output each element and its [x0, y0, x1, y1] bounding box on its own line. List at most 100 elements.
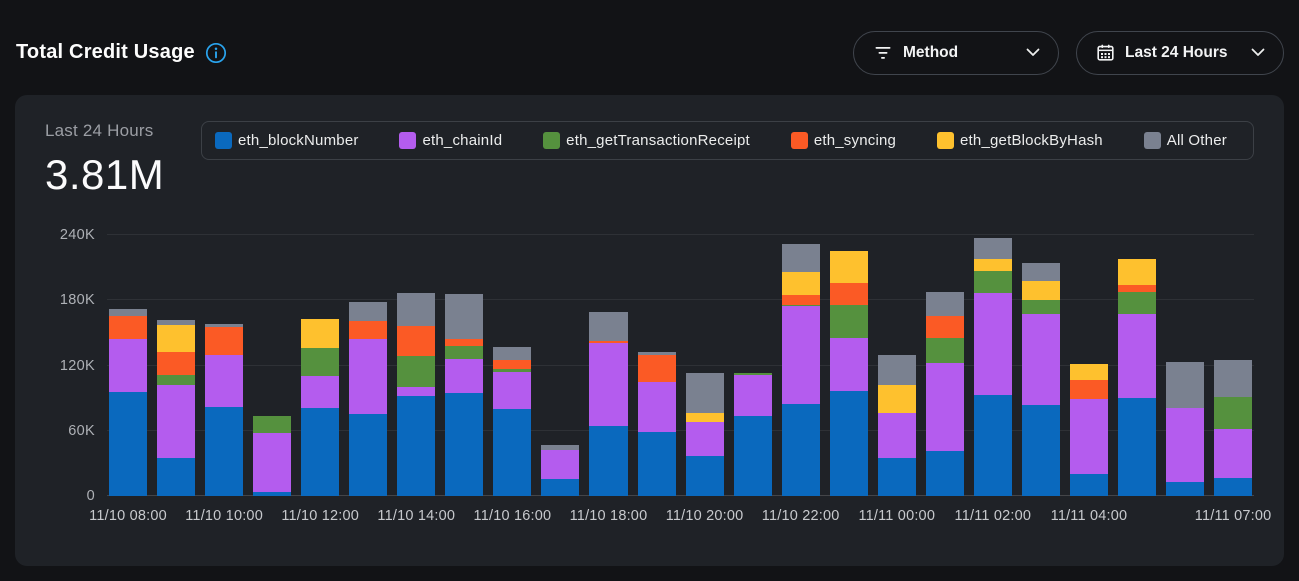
bar[interactable] [445, 235, 484, 496]
bar-segment[interactable] [1117, 285, 1157, 292]
bar-segment[interactable] [925, 451, 964, 496]
legend-item[interactable]: eth_chainId [399, 132, 502, 149]
bar-segment[interactable] [925, 291, 964, 316]
bar-segment[interactable] [1117, 258, 1157, 286]
bar-segment[interactable] [877, 413, 916, 458]
bar-segment[interactable] [157, 375, 196, 386]
bar-segment[interactable] [541, 478, 580, 496]
bar-segment[interactable] [973, 238, 1012, 259]
legend-item[interactable]: eth_blockNumber [215, 132, 359, 149]
bar-segment[interactable] [685, 422, 724, 456]
bar-segment[interactable] [205, 327, 244, 355]
bar-segment[interactable] [445, 392, 484, 496]
bar-segment[interactable] [1214, 477, 1253, 496]
legend-item[interactable]: eth_getBlockByHash [937, 132, 1103, 149]
bar[interactable] [877, 235, 916, 496]
bar-segment[interactable] [925, 315, 964, 339]
bar-segment[interactable] [1117, 291, 1157, 315]
bar-segment[interactable] [733, 375, 772, 416]
bar-segment[interactable] [1069, 379, 1108, 400]
bar-segment[interactable] [829, 338, 868, 391]
method-filter-dropdown[interactable]: Method [853, 30, 1059, 75]
bar-segment[interactable] [589, 312, 628, 341]
bar-segment[interactable] [397, 387, 436, 396]
bar-segment[interactable] [637, 431, 676, 496]
bar[interactable] [925, 235, 964, 496]
bar-segment[interactable] [781, 305, 820, 404]
bar-segment[interactable] [157, 352, 196, 376]
bar-segment[interactable] [397, 355, 436, 388]
bar[interactable] [349, 235, 388, 496]
bar-segment[interactable] [397, 326, 436, 356]
bar-segment[interactable] [925, 338, 964, 364]
bar-segment[interactable] [1021, 404, 1060, 496]
bar-segment[interactable] [397, 395, 436, 496]
bar-segment[interactable] [1021, 263, 1060, 281]
bar-segment[interactable] [973, 292, 1012, 395]
bar[interactable] [829, 235, 868, 496]
bar-segment[interactable] [973, 258, 1012, 271]
bar-segment[interactable] [109, 391, 148, 496]
bar-segment[interactable] [493, 347, 532, 361]
bar[interactable] [1021, 235, 1060, 496]
bar[interactable] [637, 235, 676, 496]
bar[interactable] [1117, 235, 1157, 496]
bar[interactable] [109, 235, 148, 496]
bar-segment[interactable] [1021, 314, 1060, 405]
bar-segment[interactable] [781, 294, 820, 305]
bar[interactable] [685, 235, 724, 496]
legend-item[interactable]: eth_syncing [790, 132, 896, 149]
bar-segment[interactable] [445, 293, 484, 340]
bar-segment[interactable] [301, 318, 340, 349]
bar-segment[interactable] [829, 282, 868, 305]
bar-segment[interactable] [589, 426, 628, 496]
bar[interactable] [541, 235, 580, 496]
bar-segment[interactable] [589, 340, 628, 343]
bar-segment[interactable] [637, 381, 676, 432]
bar-segment[interactable] [637, 352, 676, 355]
bar-segment[interactable] [541, 444, 580, 451]
bar-segment[interactable] [253, 415, 292, 433]
bar-segment[interactable] [493, 360, 532, 369]
bar-segment[interactable] [925, 363, 964, 452]
bar-segment[interactable] [445, 345, 484, 359]
bar-segment[interactable] [109, 315, 148, 340]
bar-segment[interactable] [733, 415, 772, 496]
bar-segment[interactable] [685, 373, 724, 414]
bar-segment[interactable] [445, 358, 484, 393]
bar[interactable] [781, 235, 820, 496]
bar[interactable] [1166, 235, 1205, 496]
bar-segment[interactable] [781, 243, 820, 272]
bar-segment[interactable] [973, 394, 1012, 496]
bar-segment[interactable] [205, 324, 244, 328]
bar-segment[interactable] [301, 348, 340, 377]
bar-segment[interactable] [541, 450, 580, 479]
bar-segment[interactable] [253, 491, 292, 496]
bar-segment[interactable] [109, 308, 148, 316]
bar-segment[interactable] [589, 342, 628, 427]
bar-segment[interactable] [781, 304, 820, 306]
bar-segment[interactable] [1214, 397, 1253, 429]
bar-segment[interactable] [349, 339, 388, 415]
bar-segment[interactable] [1166, 407, 1205, 482]
bar-segment[interactable] [829, 251, 868, 283]
legend-item[interactable]: All Other [1143, 132, 1227, 149]
bar-segment[interactable] [349, 320, 388, 340]
bar-segment[interactable] [685, 413, 724, 423]
bar-segment[interactable] [157, 457, 196, 496]
bar-segment[interactable] [349, 414, 388, 496]
bar-segment[interactable] [445, 339, 484, 346]
bar[interactable] [205, 235, 244, 496]
info-icon[interactable] [205, 42, 227, 64]
bar-segment[interactable] [877, 354, 916, 386]
bar-segment[interactable] [157, 325, 196, 353]
bar[interactable] [301, 235, 340, 496]
bar-segment[interactable] [397, 292, 436, 327]
bar-segment[interactable] [877, 457, 916, 496]
bar-segment[interactable] [1166, 481, 1205, 496]
bar[interactable] [973, 235, 1012, 496]
bar[interactable] [589, 235, 628, 496]
bar[interactable] [397, 235, 436, 496]
bar-segment[interactable] [205, 406, 244, 496]
bar[interactable] [157, 235, 196, 496]
